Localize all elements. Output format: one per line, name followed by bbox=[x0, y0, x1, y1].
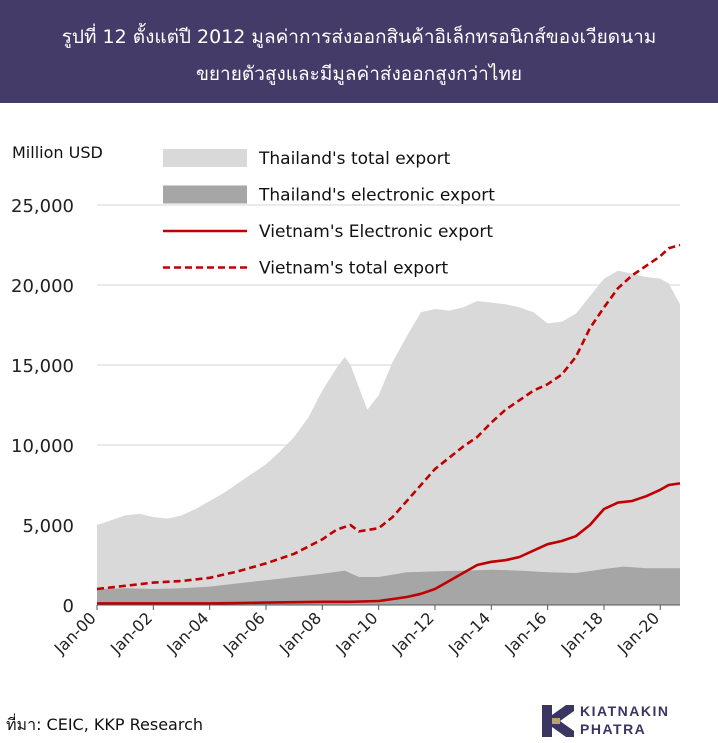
x-tick-label: Jan-06 bbox=[219, 608, 269, 658]
x-tick-label: Jan-10 bbox=[331, 608, 381, 658]
x-tick-label: Jan-14 bbox=[444, 608, 494, 658]
legend-label: Thailand's electronic export bbox=[258, 186, 495, 206]
series-area-0 bbox=[97, 270, 680, 605]
series-area-1 bbox=[97, 566, 680, 605]
y-tick-label: 0 bbox=[63, 596, 74, 617]
chart-title-line-1: รูปที่ 12 ตั้งแต่ปี 2012 มูลค่าการส่งออก… bbox=[61, 26, 657, 48]
legend-label: Thailand's total export bbox=[258, 149, 451, 169]
y-tick-label: 15,000 bbox=[11, 356, 74, 377]
x-tick-label: Jan-08 bbox=[275, 608, 325, 658]
x-tick-label: Jan-20 bbox=[613, 608, 663, 658]
x-tick-label: Jan-16 bbox=[500, 608, 550, 658]
kiatnakin-phatra-logo: KIATNAKIN PHATRA bbox=[540, 700, 710, 740]
y-tick-label: 20,000 bbox=[11, 276, 74, 297]
source-note: ที่มา: CEIC, KKP Research bbox=[6, 715, 204, 734]
logo-text-line-2: PHATRA bbox=[580, 721, 647, 737]
legend-swatch bbox=[163, 149, 247, 167]
logo-mark-icon bbox=[542, 705, 574, 737]
x-tick-label: Jan-00 bbox=[50, 608, 100, 658]
legend-swatch bbox=[163, 185, 247, 204]
export-chart: Million USD 0 5,000 10,000 15,000 20,000 25,0… bbox=[11, 143, 681, 658]
x-tick-label: Jan-18 bbox=[557, 608, 607, 658]
x-tick-label: Jan-12 bbox=[388, 608, 438, 658]
legend: Thailand's total export Thailand's electr… bbox=[163, 149, 495, 279]
y-axis-label: Million USD bbox=[12, 143, 103, 162]
y-tick-label: 25,000 bbox=[11, 196, 74, 217]
chart-title-line-2: ขยายตัวสูงและมีมูลค่าส่งออกสูงกว่าไทย bbox=[195, 63, 523, 85]
legend-label: Vietnam's Electronic export bbox=[259, 222, 493, 242]
x-tick-label: Jan-04 bbox=[162, 608, 212, 658]
title-banner: รูปที่ 12 ตั้งแต่ปี 2012 มูลค่าการส่งออก… bbox=[0, 0, 718, 103]
y-tick-label: 5,000 bbox=[22, 516, 74, 537]
x-tick-label: Jan-02 bbox=[106, 608, 156, 658]
logo-text-line-1: KIATNAKIN bbox=[580, 703, 670, 719]
series-layer bbox=[96, 243, 681, 605]
series-line-2 bbox=[97, 482, 681, 605]
y-tick-label: 10,000 bbox=[11, 436, 74, 457]
legend-label: Vietnam's total export bbox=[259, 259, 448, 279]
